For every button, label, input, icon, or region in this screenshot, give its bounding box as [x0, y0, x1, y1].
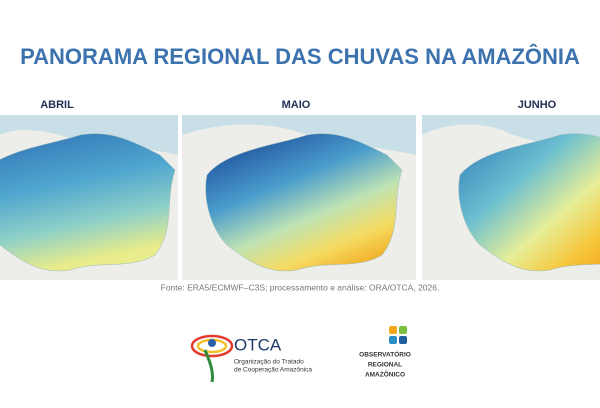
map	[422, 115, 600, 280]
ora-logo: OBSERVATÓRIO REGIONAL AMAZÔNICO	[359, 326, 411, 379]
logo-text: de Cooperação Amazônica	[234, 367, 312, 374]
panel-label: MAIO	[282, 99, 311, 111]
map	[182, 115, 416, 280]
panel-label: ABRIL	[40, 99, 74, 111]
title: PANORAMA REGIONAL DAS CHUVAS NA AMAZÔNIA	[20, 44, 580, 69]
logo-text: AMAZÔNICO	[365, 370, 405, 379]
logo-text: REGIONAL	[368, 362, 402, 369]
panel-label: JUNHO	[518, 99, 557, 111]
logo-text: OBSERVATÓRIO	[359, 350, 411, 359]
map	[0, 115, 178, 280]
logo-name: OTCA	[234, 335, 282, 354]
otca-logo: OTCA Organização do Tratado de Cooperaçã…	[190, 334, 312, 383]
source: Fonte: ERA5/ECMWF–C3S; processamento e a…	[161, 282, 440, 292]
logo-text: Organização do Tratado	[234, 359, 304, 366]
